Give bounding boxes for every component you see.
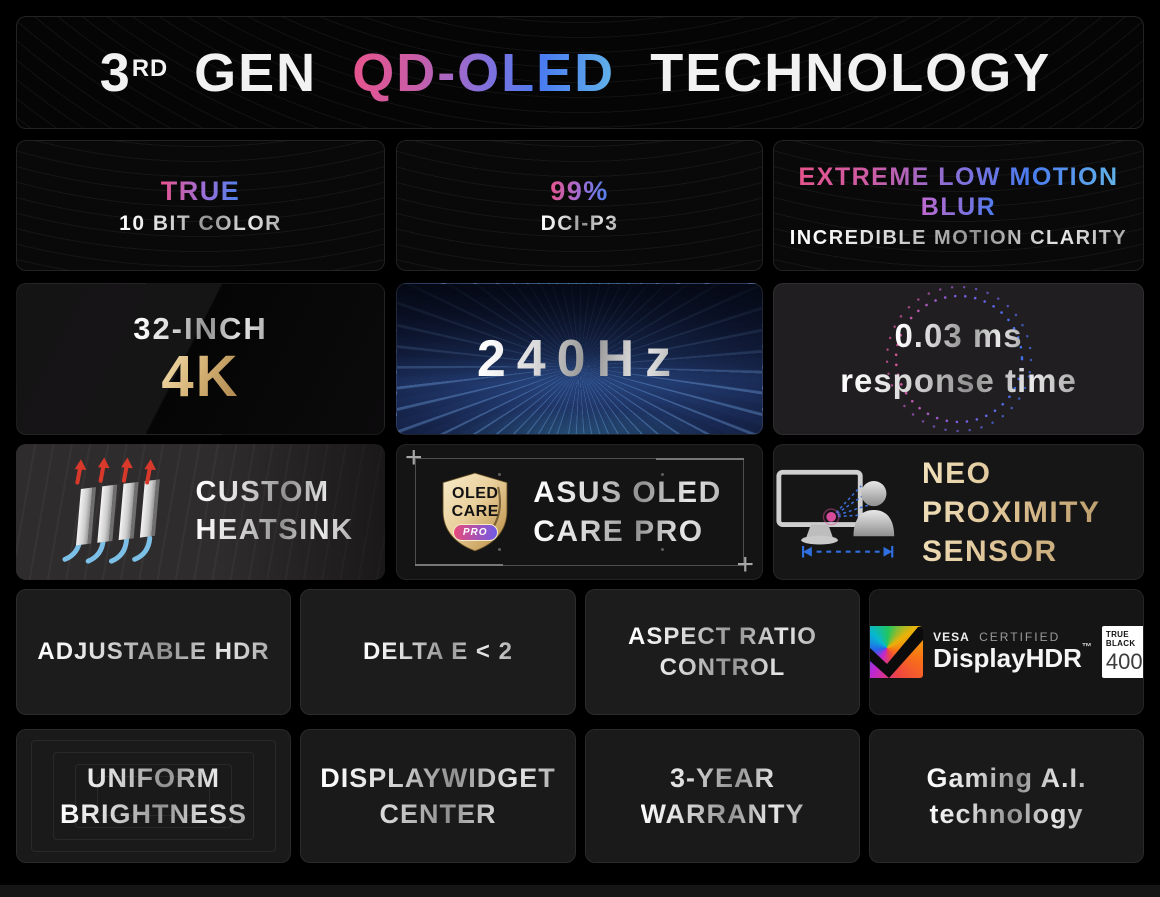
- feature-card-custom-heatsink: CUSTOM HEATSINK: [16, 444, 385, 580]
- feature-card-uniform-brightness: UNIFORM BRIGHTNESS: [16, 729, 291, 863]
- true-black-word2: BLACK: [1105, 639, 1136, 648]
- header-banner: 3RD GEN QD-OLED TECHNOLOGY: [16, 16, 1144, 129]
- warranty-line1: 3-YEAR: [669, 762, 776, 793]
- oled-care-label: ASUS OLED CARE PRO: [533, 473, 722, 551]
- feature-card-adjustable-hdr: ADJUSTABLE HDR: [16, 589, 291, 715]
- vesa-displayhdr-check-icon: [870, 626, 924, 678]
- oled-care-label-line1: ASUS OLED: [533, 476, 722, 509]
- vesa-displayhdr-wordmark: VESA CERTIFIED DisplayHDR™: [933, 631, 1092, 673]
- vesa-label: VESA: [933, 630, 970, 645]
- true-10bit-subtitle: 10 BIT COLOR: [119, 212, 282, 236]
- gaming-ai-line1: Gaming A.I.: [926, 762, 1087, 793]
- aspect-ratio-line2: CONTROL: [659, 654, 786, 681]
- warranty-label: 3-YEAR WARRANTY: [641, 760, 805, 833]
- elmb-subtitle: INCREDIBLE MOTION CLARITY: [789, 226, 1128, 249]
- delta-e-label: DELTA E < 2: [363, 636, 513, 667]
- oled-care-badge-text: OLED CARE PRO: [437, 469, 513, 555]
- feature-card-extreme-low-motion-blur: EXTREME LOW MOTION BLUR INCREDIBLE MOTIO…: [773, 140, 1144, 271]
- feature-card-aspect-ratio-control: ASPECT RATIO CONTROL: [585, 589, 860, 715]
- feature-card-true-10bit-color: TRUE 10 BIT COLOR: [16, 140, 385, 271]
- panel-size-label: 32-INCH: [133, 310, 268, 346]
- heatsink-label: CUSTOM HEATSINK: [195, 474, 353, 549]
- feature-card-response-time: 0.03 ms response time: [773, 283, 1144, 435]
- frame-segment: [415, 564, 503, 566]
- aspect-ratio-label: ASPECT RATIO CONTROL: [628, 621, 817, 683]
- proximity-sensor-icon: [774, 464, 900, 560]
- plus-mark-icon: +: [405, 444, 423, 474]
- badge-pro: PRO: [452, 523, 498, 541]
- response-time-value: 0.03 ms: [894, 314, 1022, 359]
- badge-oled: OLED: [452, 485, 499, 503]
- displaywidget-line1: DISPLAYWIDGET: [320, 762, 556, 793]
- trademark-symbol: ™: [1081, 642, 1092, 654]
- feature-card-3-year-warranty: 3-YEAR WARRANTY: [585, 729, 860, 863]
- title-technology: TECHNOLOGY: [650, 42, 1052, 103]
- true-black-400-badge: TRUE BLACK 400: [1101, 626, 1143, 678]
- true-black-level: 400: [1105, 648, 1143, 674]
- refresh-rate-value: 240Hz: [476, 330, 683, 388]
- heatsink-label-line2: HEATSINK: [195, 514, 354, 546]
- elmb-title-line1: EXTREME LOW MOTION: [798, 162, 1119, 191]
- gaming-ai-line2: technology: [929, 799, 1084, 829]
- displaywidget-line2: CENTER: [379, 799, 497, 829]
- true-10bit-title: TRUE: [161, 175, 241, 209]
- badge-care: CARE: [451, 503, 499, 520]
- dci-p3-title: 99%: [550, 175, 609, 209]
- response-time-label: response time: [840, 359, 1077, 404]
- proximity-label-line1: NEO PROXIMITY: [922, 456, 1101, 529]
- proximity-sensor-label: NEO PROXIMITY SENSOR: [922, 454, 1143, 571]
- warranty-line2: WARRANTY: [640, 799, 805, 829]
- title-number: 3: [99, 42, 132, 103]
- oled-care-pro-shield-icon: OLED CARE PRO: [437, 469, 513, 555]
- heatsink-icon: [47, 457, 165, 567]
- uniform-line1: UNIFORM: [87, 762, 220, 793]
- dci-p3-subtitle: DCI-P3: [540, 212, 619, 236]
- feature-card-displaywidget-center: DISPLAYWIDGET CENTER: [300, 729, 576, 863]
- resolution-4k-label: 4K: [161, 343, 240, 409]
- heatsink-label-line1: CUSTOM: [195, 476, 330, 509]
- certified-label: CERTIFIED: [979, 630, 1061, 645]
- feature-card-dci-p3: 99% DCI-P3: [396, 140, 763, 271]
- plus-mark-icon: +: [736, 548, 754, 580]
- feature-card-neo-proximity-sensor: NEO PROXIMITY SENSOR: [773, 444, 1144, 580]
- oled-care-label-line2: CARE PRO: [533, 515, 704, 548]
- uniform-brightness-label: UNIFORM BRIGHTNESS: [60, 760, 247, 833]
- gaming-ai-label: Gaming A.I. technology: [926, 760, 1086, 833]
- elmb-title-line2: BLUR: [920, 193, 997, 221]
- bottom-strip: [0, 885, 1160, 897]
- frame-segment: [656, 458, 744, 460]
- true-black-word1: TRUE: [1105, 630, 1129, 640]
- uniform-line2: BRIGHTNESS: [59, 799, 248, 829]
- title-highlight-qd-oled: QD-OLED: [352, 42, 616, 103]
- feature-card-vesa-displayhdr: VESA CERTIFIED DisplayHDR™ TRUE BLACK 40…: [869, 589, 1144, 715]
- displayhdr-label: DisplayHDR: [933, 643, 1082, 674]
- aspect-ratio-line1: ASPECT RATIO: [628, 622, 817, 650]
- displaywidget-label: DISPLAYWIDGET CENTER: [320, 760, 556, 833]
- title-gen: GEN: [194, 42, 318, 103]
- feature-card-32-inch-4k: 32-INCH 4K: [16, 283, 385, 435]
- dotted-ring-icon: [885, 285, 1032, 433]
- proximity-label-line2: SENSOR: [922, 534, 1058, 568]
- feature-card-delta-e: DELTA E < 2: [300, 589, 576, 715]
- adjustable-hdr-label: ADJUSTABLE HDR: [37, 636, 269, 667]
- page-title: 3RD GEN QD-OLED TECHNOLOGY: [100, 42, 1060, 104]
- feature-card-gaming-ai: Gaming A.I. technology: [869, 729, 1144, 863]
- feature-card-asus-oled-care-pro: + + OLED CARE: [396, 444, 763, 580]
- feature-card-240hz: 240Hz: [396, 283, 763, 435]
- title-ordinal: RD: [131, 54, 169, 82]
